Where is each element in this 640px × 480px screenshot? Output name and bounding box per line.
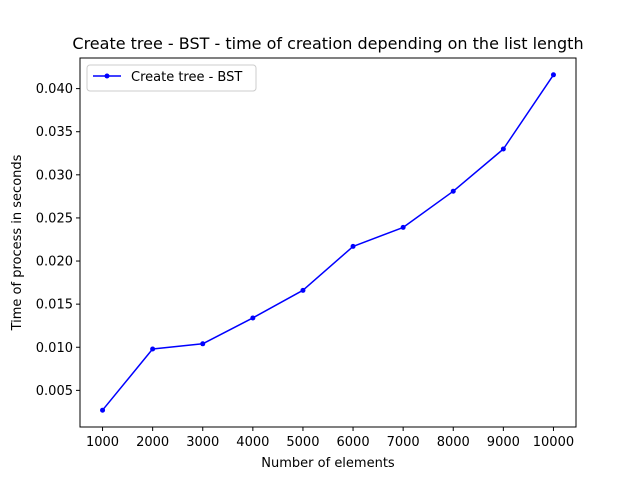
data-point bbox=[150, 346, 156, 352]
y-axis-label: Time of process in seconds bbox=[10, 154, 25, 331]
y-tick-label: 0.015 bbox=[36, 298, 73, 313]
legend: Create tree - BST bbox=[86, 64, 257, 92]
x-tick-label: 8000 bbox=[437, 435, 470, 450]
data-point bbox=[550, 72, 556, 78]
x-tick-label: 5000 bbox=[286, 435, 319, 450]
data-point bbox=[450, 188, 456, 194]
y-tick-label: 0.010 bbox=[36, 341, 73, 356]
x-tick-label: 3000 bbox=[186, 435, 219, 450]
y-tick-label: 0.035 bbox=[36, 125, 73, 140]
x-axis-label: Number of elements bbox=[261, 456, 395, 471]
legend-box bbox=[86, 64, 257, 92]
series-line bbox=[101, 74, 555, 411]
data-point bbox=[500, 146, 506, 152]
series-layer bbox=[100, 72, 556, 413]
plot-area-frame bbox=[79, 57, 577, 428]
y-tick-label: 0.005 bbox=[36, 384, 73, 399]
legend-marker-swatch bbox=[104, 73, 110, 79]
x-tick-label: 2000 bbox=[136, 435, 169, 450]
x-axis-ticks: 1000 2000 3000 4000 5000 6000 7000 8000 9000 1000… bbox=[86, 427, 574, 450]
data-point bbox=[350, 243, 356, 249]
x-tick-label: 4000 bbox=[236, 435, 269, 450]
y-tick-label: 0.040 bbox=[36, 82, 73, 97]
y-axis-ticks: 0.005 0.010 0.015 0.020 0.025 0.030 0.035 0.040 bbox=[36, 82, 80, 399]
x-tick-label: 7000 bbox=[387, 435, 420, 450]
data-point bbox=[300, 287, 306, 293]
x-tick-label: 9000 bbox=[487, 435, 520, 450]
x-tick-label: 1000 bbox=[86, 435, 119, 450]
data-point bbox=[200, 341, 206, 347]
chart-title: Create tree - BST - time of creation dep… bbox=[72, 34, 583, 53]
y-tick-label: 0.030 bbox=[36, 168, 73, 183]
x-tick-label: 6000 bbox=[337, 435, 370, 450]
data-point bbox=[400, 224, 406, 230]
y-tick-label: 0.020 bbox=[36, 255, 73, 270]
data-point bbox=[250, 315, 256, 321]
data-point bbox=[100, 407, 106, 413]
y-tick-label: 0.025 bbox=[36, 211, 73, 226]
x-tick-label: 10000 bbox=[533, 435, 574, 450]
legend-series-label: Create tree - BST bbox=[131, 70, 242, 85]
